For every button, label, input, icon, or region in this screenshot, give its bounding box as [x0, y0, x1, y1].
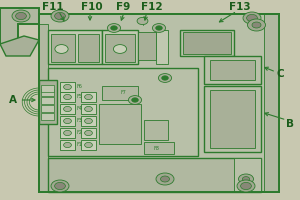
Text: F10: F10 — [81, 2, 102, 12]
Circle shape — [152, 24, 166, 32]
Bar — [48, 68, 198, 156]
Bar — [102, 86, 138, 100]
Text: F2: F2 — [76, 130, 82, 136]
Bar — [40, 113, 54, 120]
Circle shape — [12, 10, 30, 22]
Circle shape — [160, 176, 169, 182]
Bar — [81, 116, 96, 126]
Polygon shape — [0, 36, 39, 56]
Bar — [144, 120, 168, 140]
Bar — [48, 30, 102, 64]
Text: A: A — [9, 95, 16, 105]
Bar — [81, 128, 96, 138]
Circle shape — [137, 17, 148, 25]
Bar — [60, 128, 75, 138]
Bar — [40, 89, 54, 96]
Bar — [144, 142, 174, 154]
Circle shape — [242, 177, 250, 181]
Bar — [81, 104, 96, 114]
Bar — [39, 14, 279, 192]
Bar — [138, 32, 156, 60]
Bar — [204, 56, 261, 84]
Circle shape — [64, 106, 71, 112]
Polygon shape — [0, 8, 39, 44]
Text: F3: F3 — [76, 118, 82, 123]
Text: F12: F12 — [141, 2, 162, 12]
Circle shape — [51, 180, 69, 192]
Circle shape — [162, 76, 168, 80]
Bar — [39, 24, 48, 192]
Circle shape — [113, 45, 127, 53]
Circle shape — [156, 26, 162, 30]
Circle shape — [64, 94, 71, 100]
Bar — [60, 104, 75, 114]
Bar — [210, 60, 255, 80]
Bar — [156, 30, 168, 64]
Circle shape — [55, 182, 65, 190]
Bar — [81, 140, 96, 150]
Circle shape — [128, 96, 142, 104]
Text: F7: F7 — [120, 90, 126, 96]
Bar — [60, 140, 75, 150]
Bar — [234, 158, 261, 192]
Bar — [78, 34, 99, 62]
Circle shape — [252, 22, 261, 28]
Circle shape — [85, 106, 92, 112]
Bar — [99, 104, 141, 144]
Circle shape — [85, 94, 92, 100]
Bar — [40, 97, 54, 104]
Circle shape — [64, 142, 71, 148]
Circle shape — [158, 74, 172, 82]
Bar — [60, 116, 75, 126]
Circle shape — [85, 118, 92, 124]
Bar — [264, 14, 279, 192]
Bar — [183, 32, 231, 54]
Circle shape — [64, 84, 71, 90]
Circle shape — [16, 12, 26, 20]
Bar — [48, 158, 261, 192]
Text: F13: F13 — [229, 2, 251, 12]
Text: F5: F5 — [76, 95, 82, 99]
Text: F11: F11 — [42, 2, 63, 12]
Bar — [60, 92, 75, 102]
Bar — [102, 30, 138, 64]
Text: F8: F8 — [153, 146, 159, 152]
Circle shape — [85, 130, 92, 136]
Circle shape — [248, 19, 266, 31]
Bar — [204, 86, 261, 152]
Circle shape — [64, 118, 71, 124]
Circle shape — [111, 26, 117, 30]
Bar — [39, 14, 279, 192]
Bar — [51, 34, 75, 62]
Circle shape — [51, 10, 69, 22]
Circle shape — [247, 14, 257, 22]
Text: F6: F6 — [76, 84, 82, 89]
Circle shape — [64, 130, 71, 136]
Circle shape — [237, 180, 255, 192]
Bar — [210, 90, 255, 148]
Circle shape — [55, 45, 68, 53]
Circle shape — [85, 142, 92, 148]
Circle shape — [238, 174, 253, 184]
Circle shape — [156, 173, 174, 185]
Bar — [39, 80, 57, 124]
Circle shape — [132, 98, 138, 102]
Text: F1: F1 — [76, 142, 82, 147]
Bar — [81, 92, 96, 102]
Bar — [180, 30, 234, 56]
Circle shape — [107, 24, 121, 32]
Bar — [105, 34, 135, 62]
Text: F9: F9 — [116, 2, 130, 12]
Bar — [40, 85, 54, 92]
Bar — [60, 82, 75, 92]
Bar — [40, 105, 54, 112]
Text: C: C — [277, 69, 284, 79]
Circle shape — [241, 182, 251, 190]
Circle shape — [55, 12, 65, 20]
Text: B: B — [286, 119, 294, 129]
Text: F4: F4 — [76, 106, 82, 112]
Circle shape — [243, 12, 261, 24]
